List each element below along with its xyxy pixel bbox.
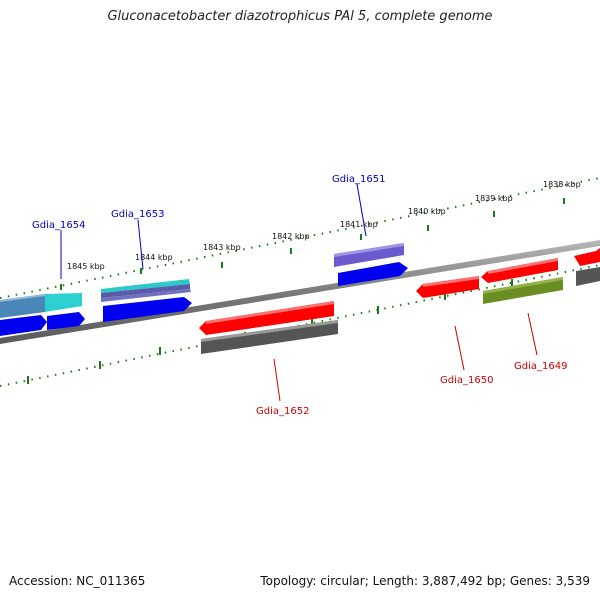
- outer-major-ticks: [60, 198, 565, 290]
- leader-gdia-1653: [137, 219, 144, 270]
- genome-backbone: [0, 240, 600, 344]
- gene-arrow-gdia-1653-band[interactable]: [101, 284, 190, 298]
- accession-info: Accession: NC_011365: [9, 574, 145, 588]
- label-leaders: [60, 183, 538, 402]
- tick-label: 1843 kbp: [203, 243, 241, 252]
- length-value: 3,887,492 bp: [421, 574, 502, 588]
- accession-label: Accession:: [9, 574, 73, 588]
- bar-highlight: [201, 320, 338, 342]
- gene-label-gdia-1652[interactable]: Gdia_1652: [256, 406, 309, 417]
- bar-highlight: [483, 277, 563, 294]
- gene-arrow-gdia-1649-cds[interactable]: [483, 277, 563, 304]
- topology-label: Topology:: [260, 574, 317, 588]
- gene-arrow-gdia-1653-cds[interactable]: [103, 297, 192, 322]
- genes-label: Genes:: [509, 574, 552, 588]
- gene-label-gdia-1651[interactable]: Gdia_1651: [332, 174, 385, 185]
- gene-arrow-gdia-1654-cds[interactable]: [0, 315, 47, 336]
- tick-label: 1840 kbp: [408, 207, 446, 216]
- tick-label: 1841 kbp: [340, 220, 378, 229]
- bar-highlight: [0, 294, 45, 302]
- accession-value: NC_011365: [76, 574, 146, 588]
- separator: ;: [364, 574, 373, 588]
- tick-label: 1838 kbp: [543, 180, 581, 189]
- forward-features: [0, 243, 600, 336]
- gene-arrow-gdia-1652-cds[interactable]: [201, 320, 338, 354]
- bar-highlight: [488, 258, 558, 274]
- gene-label-gdia-1654[interactable]: Gdia_1654: [32, 220, 85, 231]
- topology-value: circular: [320, 574, 365, 588]
- backbone-band: [0, 240, 600, 344]
- bar-highlight: [206, 301, 334, 324]
- leader-gdia-1651: [356, 183, 367, 237]
- gene-label-gdia-1649[interactable]: Gdia_1649: [514, 361, 567, 372]
- tick-label: 1844 kbp: [135, 253, 173, 262]
- gene-arrow-gdia-1650[interactable]: [416, 276, 479, 298]
- gene-arrow-gdia-1652[interactable]: [199, 301, 334, 335]
- gene-arrow-right-edge-red[interactable]: [574, 248, 600, 266]
- genes-value: 3,539: [555, 574, 590, 588]
- gene-arrow-gdia-1651-cds[interactable]: [338, 262, 408, 286]
- gene-arrow-gdia-1653[interactable]: [101, 279, 190, 293]
- reverse-features: [199, 258, 563, 354]
- gene-arrow-gdia-1654-cds2[interactable]: [47, 312, 85, 330]
- genome-summary: Topology: circular; Length: 3,887,492 bp…: [260, 574, 590, 588]
- leader-gdia-1652: [273, 358, 281, 402]
- gene-label-gdia-1653[interactable]: Gdia_1653: [111, 209, 164, 220]
- gene-arrow-gdia-1654[interactable]: [45, 293, 82, 312]
- bar-highlight: [423, 276, 479, 287]
- length-label: Length:: [372, 574, 419, 588]
- gene-arrow-right-edge[interactable]: [576, 267, 600, 286]
- tick-label: 1845 kbp: [67, 262, 105, 271]
- separator: ;: [501, 574, 510, 588]
- map-title: Gluconacetobacter diazotrophicus PAl 5, …: [107, 9, 493, 24]
- gene-label-gdia-1650[interactable]: Gdia_1650: [440, 375, 493, 386]
- gene-labels: Gdia_1654 Gdia_1653 Gdia_1651 Gdia_1652 …: [32, 174, 567, 417]
- bar-highlight: [334, 243, 404, 257]
- tick-label: 1842 kbp: [272, 232, 310, 241]
- tick-labels: 1845 kbp 1844 kbp 1843 kbp 1842 kbp 1841…: [67, 180, 581, 271]
- tick-label: 1839 kbp: [475, 194, 513, 203]
- gene-arrow-gdia-1653-band2[interactable]: [101, 289, 191, 302]
- gene-arrow-gdia-1651[interactable]: [334, 243, 404, 267]
- leader-gdia-1649: [527, 312, 538, 356]
- leader-gdia-1650: [454, 325, 465, 371]
